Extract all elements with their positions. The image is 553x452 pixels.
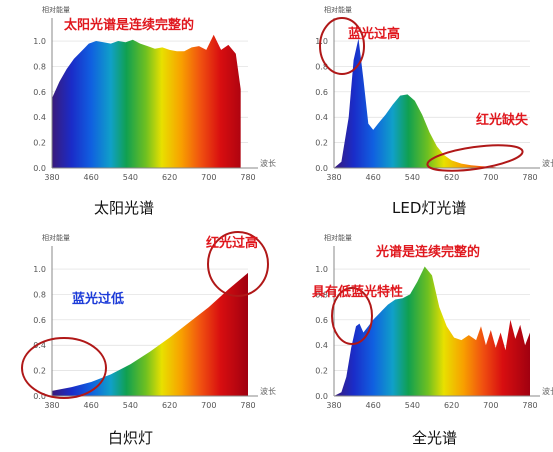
x-tick-label: 460 xyxy=(366,401,381,410)
y-tick-label: 0.0 xyxy=(33,392,46,401)
x-axis-label: 波长 xyxy=(542,386,553,396)
y-tick-label: 0.2 xyxy=(315,367,328,376)
y-tick-label: 1.0 xyxy=(33,37,46,46)
y-axis-label: 相对能量 xyxy=(42,233,70,242)
chart-annotation: 蓝光过高 xyxy=(348,26,400,42)
chart-annotation: 蓝光过低 xyxy=(72,291,124,307)
chart-panel-sunlight: 0.0 0.2 0.4 0.6 0.8 1.0 380 460 540 620 700 780 相对能量… xyxy=(0,0,276,222)
y-tick-label: 0.2 xyxy=(315,139,328,148)
x-tick-label: 780 xyxy=(522,173,537,182)
y-tick-label: 0.4 xyxy=(33,341,46,350)
highlight-circle xyxy=(21,337,107,399)
chart-svg: 0.0 0.2 0.4 0.6 0.8 1.0 380 460 540 620 700 780 相对能量… xyxy=(21,231,276,410)
chart-annotation: 具有低蓝光特性 xyxy=(312,284,403,300)
y-tick-label: 0.6 xyxy=(315,316,328,325)
x-tick-label: 540 xyxy=(123,401,138,410)
x-tick-label: 780 xyxy=(240,401,255,410)
spectrum-area xyxy=(334,266,530,396)
x-tick-label: 620 xyxy=(444,173,459,182)
chart-title: 太阳光谱是连续完整的 xyxy=(63,17,194,33)
y-axis-label: 相对能量 xyxy=(324,233,352,242)
y-tick-label: 0.8 xyxy=(33,290,46,299)
y-tick-label: 0.6 xyxy=(33,88,46,97)
y-tick-label: 0.8 xyxy=(33,62,46,71)
highlight-circle xyxy=(331,287,373,345)
y-tick-label: 0.6 xyxy=(315,88,328,97)
y-tick-label: 0.4 xyxy=(315,341,328,350)
y-tick-label: 0.4 xyxy=(315,113,328,122)
y-tick-label: 1.0 xyxy=(315,265,328,274)
y-tick-label: 0.2 xyxy=(33,367,46,376)
y-tick-label: 0.8 xyxy=(315,62,328,71)
x-tick-label: 540 xyxy=(123,173,138,182)
x-tick-label: 380 xyxy=(44,401,59,410)
x-tick-label: 540 xyxy=(405,401,420,410)
chart-caption: 白炽灯 xyxy=(108,429,154,447)
x-tick-label: 460 xyxy=(84,173,99,182)
x-axis-label: 波长 xyxy=(542,158,553,168)
x-tick-label: 780 xyxy=(522,401,537,410)
spectrum-area xyxy=(52,34,241,169)
x-tick-label: 380 xyxy=(326,173,341,182)
chart-caption: 全光谱 xyxy=(412,429,458,447)
y-tick-label: 0.2 xyxy=(33,139,46,148)
x-tick-label: 540 xyxy=(405,173,420,182)
y-tick-label: 1.0 xyxy=(315,37,328,46)
x-axis-label: 波长 xyxy=(260,158,276,168)
y-tick-label: 0.6 xyxy=(33,316,46,325)
spectrum-area xyxy=(52,272,248,396)
x-tick-label: 620 xyxy=(444,401,459,410)
x-tick-label: 380 xyxy=(44,173,59,182)
chart-title: 光谱是连续完整的 xyxy=(375,244,480,260)
highlight-circle xyxy=(207,231,269,297)
x-axis-label: 波长 xyxy=(260,386,276,396)
chart-panel-led: 0.0 0.2 0.4 0.6 0.8 1.0 380 460 540 620 700 780 相对能量… xyxy=(282,0,553,222)
chart-svg: 0.0 0.2 0.4 0.6 0.8 1.0 380 460 540 620 700 780 相对能量… xyxy=(315,5,553,182)
chart-caption: 太阳光谱 xyxy=(94,199,155,217)
y-tick-label: 0.0 xyxy=(33,164,46,173)
x-tick-label: 460 xyxy=(366,173,381,182)
highlight-circle xyxy=(319,17,365,75)
chart-caption: LED灯光谱 xyxy=(392,199,467,217)
chart-panel-incandescent: 0.0 0.2 0.4 0.6 0.8 1.0 380 460 540 620 700 780 相对能量… xyxy=(0,228,276,450)
x-tick-label: 620 xyxy=(162,173,177,182)
x-tick-label: 700 xyxy=(201,173,216,182)
x-tick-label: 700 xyxy=(483,401,498,410)
highlight-circle xyxy=(426,144,524,172)
chart-panel-full-spectrum: 0.0 0.2 0.4 0.6 0.8 1.0 380 460 540 620 700 780 相对能量… xyxy=(282,228,553,450)
x-tick-label: 700 xyxy=(483,173,498,182)
chart-svg: 0.0 0.2 0.4 0.6 0.8 1.0 380 460 540 620 700 780 相对能量… xyxy=(33,5,276,182)
y-axis-label: 相对能量 xyxy=(324,5,352,14)
chart-annotation: 红光过高 xyxy=(206,235,258,251)
y-tick-label: 1.0 xyxy=(33,265,46,274)
chart-svg: 0.0 0.2 0.4 0.6 0.8 1.0 380 460 540 620 700 780 相对能量… xyxy=(312,233,553,410)
y-tick-label: 0.4 xyxy=(33,113,46,122)
x-tick-label: 460 xyxy=(84,401,99,410)
chart-annotation: 红光缺失 xyxy=(476,112,529,128)
y-tick-label: 0.0 xyxy=(315,392,328,401)
spectrum-area xyxy=(334,38,501,168)
x-tick-label: 700 xyxy=(201,401,216,410)
y-axis-label: 相对能量 xyxy=(42,5,70,14)
x-tick-label: 780 xyxy=(240,173,255,182)
y-tick-label: 0.8 xyxy=(315,290,328,299)
x-tick-label: 380 xyxy=(326,401,341,410)
y-tick-label: 0.0 xyxy=(315,164,328,173)
x-tick-label: 620 xyxy=(162,401,177,410)
